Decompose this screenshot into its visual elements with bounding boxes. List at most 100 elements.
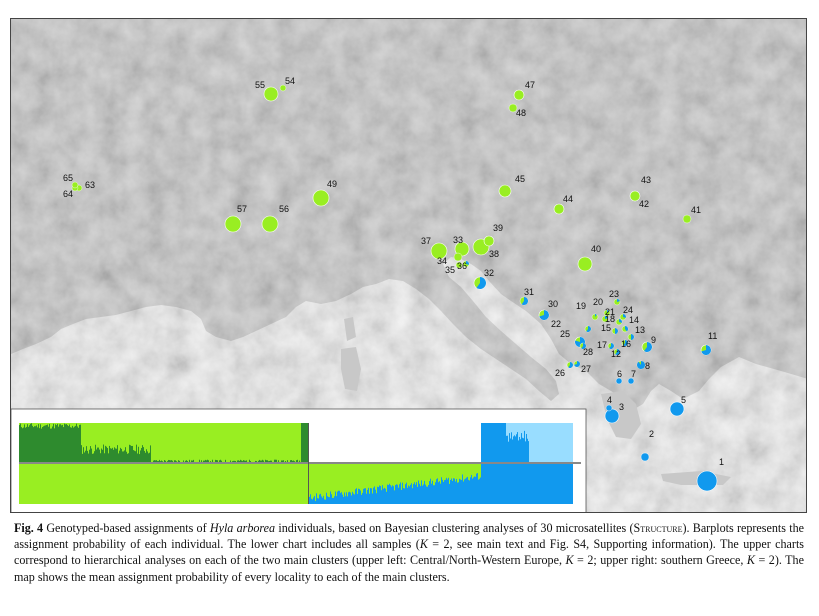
lower-bar [400, 482, 401, 504]
upper-left-bar [294, 461, 295, 462]
lower-bar [389, 483, 390, 504]
upper-left-bar [267, 460, 268, 462]
lower-bar [370, 488, 371, 504]
pie-43 [629, 190, 641, 202]
barplot-panel [11, 408, 587, 512]
lower-bar [421, 480, 422, 504]
pie-47 [513, 89, 525, 101]
upper-left-bar [216, 460, 217, 462]
upper-right-bar [510, 423, 511, 439]
upper-left-bar [51, 428, 52, 462]
lower-bar [480, 477, 481, 504]
upper-left-bar [117, 445, 118, 462]
pie-12 [613, 348, 621, 356]
lower-bar [453, 478, 454, 504]
upper-left-bar [149, 452, 150, 462]
caption-text-1: Genotyped-based assignments of [46, 521, 207, 535]
upper-left-bar [290, 460, 291, 462]
upper-right-bar [524, 423, 525, 431]
upper-left-bar [58, 426, 59, 462]
upper-left-bar [23, 427, 24, 462]
pie-54 [279, 84, 287, 92]
lower-bar [374, 486, 375, 504]
pie-base-44 [553, 203, 565, 215]
pie-14 [621, 325, 629, 333]
lower-bar [379, 485, 380, 504]
upper-left-bar [61, 425, 62, 462]
pie-slice-28 [581, 343, 586, 349]
upper-left-bar [245, 460, 246, 462]
pie-56 [261, 215, 279, 233]
upper-left-bar [70, 427, 71, 462]
barplots [19, 423, 581, 504]
pie-base-1 [696, 470, 718, 492]
lower-bar [429, 481, 430, 504]
lower-bar [415, 484, 416, 504]
upper-left-bar [50, 428, 51, 462]
bar-separator [19, 462, 581, 464]
pie-base-3 [604, 408, 620, 424]
locality-label-39: 39 [493, 223, 503, 233]
lower-bar [325, 499, 326, 504]
upper-left-bar [98, 447, 99, 462]
upper-left-bar [260, 460, 261, 462]
upper-left-bar [189, 459, 190, 462]
pie-18 [615, 318, 623, 326]
upper-left-bar [115, 448, 116, 462]
upper-left-bar [72, 425, 73, 462]
upper-left-bar [76, 423, 77, 462]
lower-bar [375, 489, 376, 504]
lower-bar [369, 493, 370, 504]
pie-slice-9 [644, 342, 652, 352]
upper-left-bar [170, 460, 171, 462]
upper-left-bar [208, 460, 209, 462]
locality-label-28: 28 [583, 347, 593, 357]
upper-left-bar [104, 453, 105, 462]
upper-left-bar [93, 453, 94, 462]
upper-left-bar [157, 461, 158, 462]
upper-left-bar [165, 460, 166, 462]
locality-label-24: 24 [623, 305, 633, 315]
lower-bar [322, 497, 323, 504]
upper-left-bar [240, 459, 241, 462]
lower-bar [407, 487, 408, 504]
locality-label-4: 4 [607, 395, 612, 405]
lower-bar [364, 488, 365, 504]
lower-bar [365, 488, 366, 504]
upper-left-bar [32, 425, 33, 462]
upper-left-bar [92, 453, 93, 462]
locality-label-30: 30 [548, 299, 558, 309]
lower-bar [339, 490, 340, 504]
lower-bar [469, 480, 470, 504]
lower-bar [312, 499, 313, 504]
locality-label-20: 20 [593, 297, 603, 307]
locality-label-14: 14 [629, 315, 639, 325]
upper-left-bar [30, 423, 31, 462]
lower-bar [446, 477, 447, 504]
lower-bar [346, 492, 347, 504]
locality-label-54: 54 [285, 76, 295, 86]
locality-label-26: 26 [555, 368, 565, 378]
lower-bar [452, 480, 453, 504]
lower-bar [363, 488, 364, 504]
upper-left-bar [174, 460, 175, 462]
upper-left-bar [287, 460, 288, 462]
upper-left-bar [106, 446, 107, 462]
upper-left-bar [171, 460, 172, 462]
lower-bar [462, 474, 463, 504]
upper-left-bar [48, 426, 49, 462]
caption-k-gr: K [746, 553, 755, 568]
pie-base-54 [279, 84, 287, 92]
locality-label-40: 40 [591, 244, 601, 254]
upper-left-bar [159, 459, 160, 462]
lower-bar [412, 488, 413, 504]
upper-left-bar [275, 459, 276, 462]
locality-label-33: 33 [453, 235, 463, 245]
lower-bar [455, 481, 456, 504]
upper-left-bar [242, 461, 243, 462]
locality-label-57: 57 [237, 204, 247, 214]
lower-bar [417, 486, 418, 504]
upper-left-bar [249, 459, 250, 462]
lower-bar [380, 485, 381, 504]
upper-left-bar [27, 424, 28, 462]
